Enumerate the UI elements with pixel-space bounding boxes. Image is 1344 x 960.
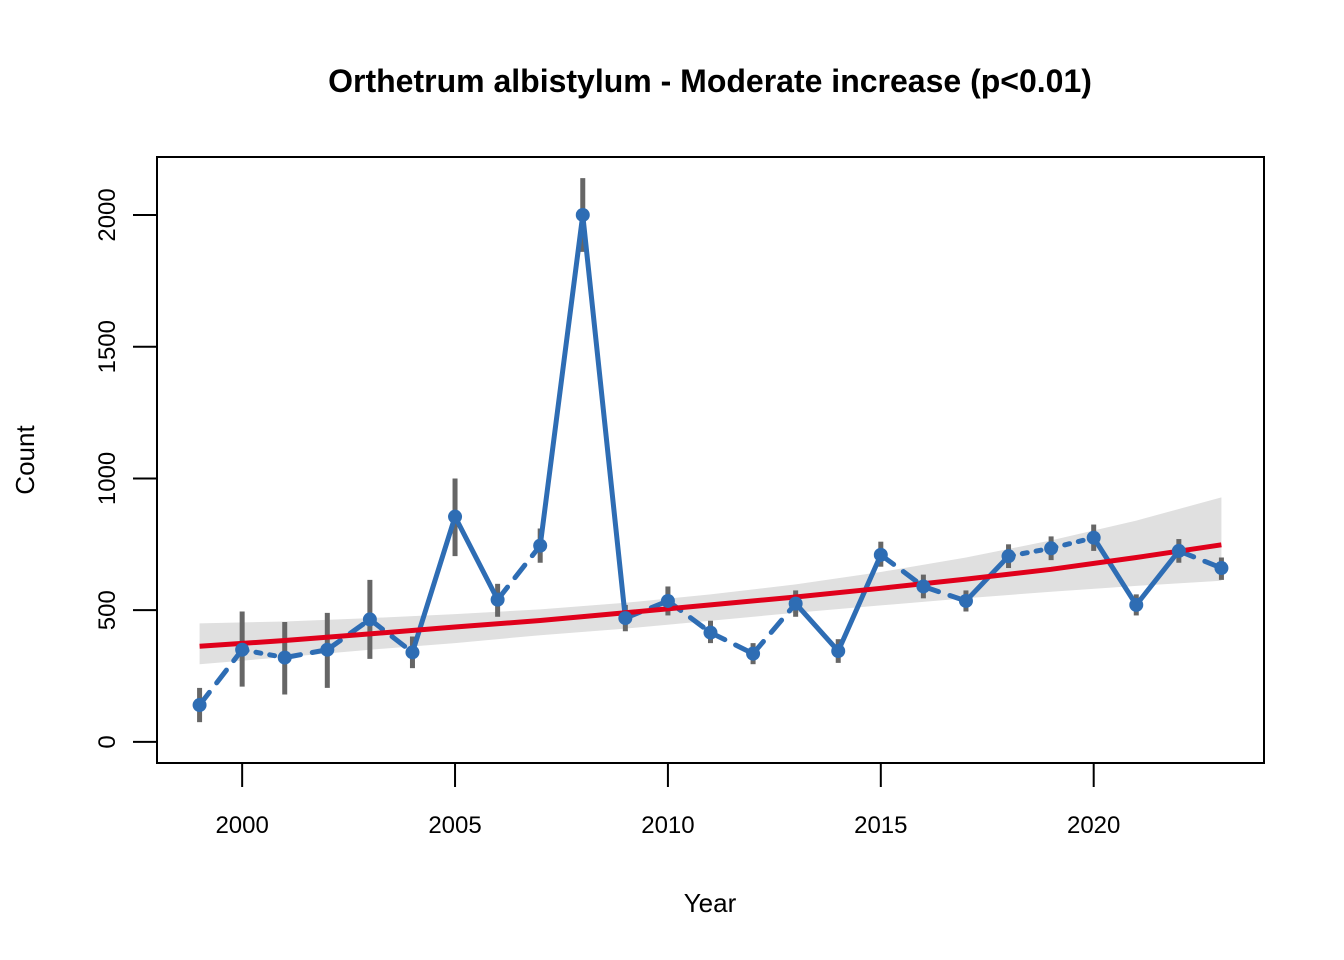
observed-segment	[708, 630, 756, 657]
data-point	[1044, 541, 1059, 556]
trend-line	[199, 542, 1222, 649]
data-point	[448, 509, 463, 524]
observed-segment	[1006, 545, 1054, 559]
observed-segment	[452, 514, 501, 603]
observed-segment	[835, 552, 884, 654]
data-point	[277, 650, 292, 665]
data-point	[1086, 530, 1101, 545]
data-point	[788, 596, 803, 611]
data-point	[362, 612, 377, 627]
y-tick-label: 1500	[94, 320, 121, 373]
data-point	[660, 593, 675, 608]
data-point	[235, 642, 250, 657]
data-point	[1214, 561, 1229, 576]
observed-segment	[1176, 548, 1224, 571]
x-tick-label: 2010	[641, 812, 694, 839]
observed-segment	[750, 601, 799, 657]
axes: 2000 2005 2010 2015 2020 0 500 1000 1500 2000	[94, 188, 1120, 839]
confidence-band	[199, 497, 1222, 665]
data-point	[192, 698, 207, 713]
data-point	[831, 644, 846, 659]
y-tick-label: 500	[94, 590, 121, 630]
data-point	[575, 207, 590, 222]
y-tick-label: 1000	[94, 452, 121, 505]
observed-segment	[1048, 535, 1097, 551]
plot-area	[192, 178, 1229, 723]
observed-segment	[239, 647, 288, 661]
data-point	[1171, 543, 1186, 558]
observed-segment	[495, 543, 543, 603]
x-axis-label: Year	[684, 888, 737, 918]
data-point	[490, 592, 505, 607]
chart-title: Orthetrum albistylum - Moderate increase…	[328, 63, 1092, 99]
observed-segment	[622, 598, 671, 621]
data-point	[916, 579, 931, 594]
data-point	[1001, 549, 1016, 564]
data-point	[873, 547, 888, 562]
observed-segment	[1091, 535, 1139, 608]
observed-segment	[367, 616, 415, 655]
observed-segment	[537, 212, 586, 549]
observed-segment	[580, 212, 628, 621]
data-point	[1129, 597, 1144, 612]
data-point	[533, 538, 548, 553]
observed-segment	[793, 601, 841, 654]
y-tick-label: 0	[94, 735, 121, 748]
x-tick-label: 2000	[215, 812, 268, 839]
plot-frame	[156, 156, 1265, 764]
x-tick-label: 2015	[854, 812, 907, 839]
x-tick-label: 2020	[1067, 812, 1120, 839]
data-point	[958, 593, 973, 608]
x-tick-label: 2005	[428, 812, 481, 839]
data-point	[746, 646, 761, 661]
y-tick-label: 2000	[94, 188, 121, 241]
observed-segment	[197, 647, 245, 708]
data-point	[405, 645, 420, 660]
observed-segment	[878, 552, 926, 589]
data-point	[618, 611, 633, 626]
data-point	[320, 642, 335, 657]
observed-segment	[1133, 548, 1182, 608]
observed-segment	[282, 647, 330, 661]
data-point	[703, 625, 718, 640]
y-axis-label: Count	[10, 425, 40, 495]
observed-segment	[920, 583, 969, 604]
